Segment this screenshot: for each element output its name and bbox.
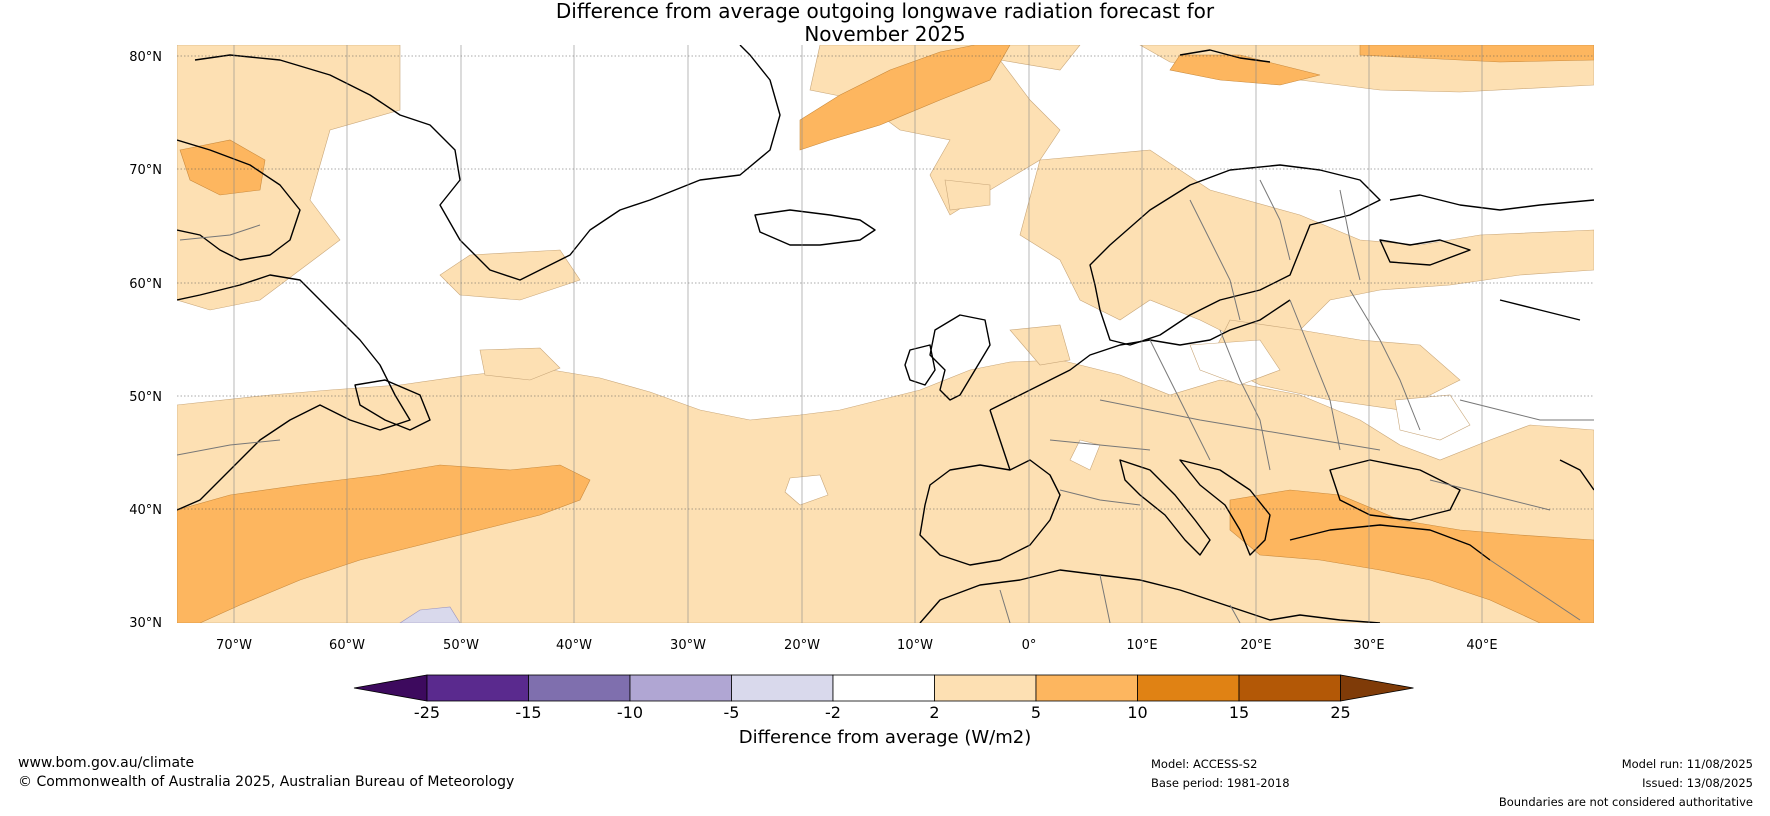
lon-label: 10°E xyxy=(1126,638,1157,653)
lat-label: 40°N xyxy=(129,503,162,518)
balkans-coast xyxy=(1179,459,1271,556)
colorbar-segment xyxy=(832,674,935,702)
colorbar-tick-label: 10 xyxy=(1127,703,1147,722)
colorbar-over-triangle xyxy=(1340,674,1414,702)
colorbar-under-triangle xyxy=(353,674,428,702)
ireland xyxy=(904,344,936,386)
website-text: www.bom.gov.au/climate xyxy=(18,755,195,771)
disclaimer-text: Boundaries are not considered authoritat… xyxy=(1498,795,1753,809)
colorbar-tick-label: 25 xyxy=(1330,703,1350,722)
anomaly-shading-negative xyxy=(399,606,461,623)
colorbar-segment xyxy=(1035,674,1138,702)
title-line-1: Difference from average outgoing longwav… xyxy=(555,0,1215,23)
lat-label: 60°N xyxy=(129,277,162,292)
iberia-coast xyxy=(919,459,1061,566)
north-africa-coast xyxy=(919,569,1381,623)
colorbar-tick-label: -2 xyxy=(825,703,841,722)
colorbar-segment xyxy=(426,674,529,702)
colorbar-tick-label: -15 xyxy=(515,703,541,722)
lat-label: 80°N xyxy=(129,50,162,65)
lon-label: 10°W xyxy=(897,638,933,653)
gridlines xyxy=(177,55,1594,510)
novaya-coast xyxy=(1499,299,1581,321)
scandinavia-coast xyxy=(1089,164,1381,346)
colorbar-segment xyxy=(1238,674,1341,702)
anomaly-shading-5-10 xyxy=(177,45,1594,623)
italy-coast xyxy=(1119,459,1211,556)
base-period-text: Base period: 1981-2018 xyxy=(1151,776,1290,790)
labrador-coast xyxy=(177,274,411,511)
lon-label: 30°E xyxy=(1353,638,1384,653)
colorbar-tick-label: -10 xyxy=(617,703,643,722)
europe-mainland-coast xyxy=(989,299,1291,411)
lat-label: 50°N xyxy=(129,390,162,405)
country-borders xyxy=(177,179,1594,623)
colorbar-segment xyxy=(934,674,1037,702)
colorbar-tick-label: 15 xyxy=(1229,703,1249,722)
colorbar-tick-label: 5 xyxy=(1031,703,1041,722)
colorbar-segment xyxy=(1137,674,1240,702)
colorbar-tick-label: 2 xyxy=(929,703,939,722)
russia-north-coast xyxy=(1389,194,1594,211)
lat-label: 70°N xyxy=(129,163,162,178)
lon-label: 20°E xyxy=(1240,638,1271,653)
colorbar-segment xyxy=(731,674,834,702)
greenland-coast xyxy=(194,45,781,281)
colorbar-tick-label: -25 xyxy=(414,703,440,722)
colorbar: -25 -15 -10 -5 -2 2 5 10 15 25 xyxy=(353,674,1414,722)
copyright-text: © Commonwealth of Australia 2025, Austra… xyxy=(18,774,515,790)
lat-label: 30°N xyxy=(129,616,162,631)
colorbar-segment xyxy=(629,674,732,702)
chart-title: Difference from average outgoing longwav… xyxy=(0,0,1770,46)
kola-coast xyxy=(1379,239,1471,266)
lon-label: 70°W xyxy=(216,638,252,653)
iceland-coast xyxy=(754,209,876,246)
colorbar-label: Difference from average (W/m2) xyxy=(738,727,1032,748)
model-run-text: Model run: 11/08/2025 xyxy=(1621,757,1753,771)
longitude-labels: 70°W 60°W 50°W 40°W 30°W 20°W 10°W 0° 10… xyxy=(216,638,1498,653)
lon-label: 30°W xyxy=(670,638,706,653)
map-panel xyxy=(177,45,1594,623)
newfoundland-coast xyxy=(354,379,431,431)
black-sea-coast xyxy=(1329,459,1461,521)
meridians xyxy=(233,45,1483,623)
colorbar-segment xyxy=(528,674,631,702)
lon-label: 0° xyxy=(1022,638,1037,653)
france-coast xyxy=(989,409,1011,471)
lon-label: 50°W xyxy=(443,638,479,653)
british-isles xyxy=(929,314,991,401)
svalbard-coast xyxy=(1179,49,1271,63)
lon-label: 60°W xyxy=(329,638,365,653)
caspian-coast xyxy=(1559,459,1594,491)
model-text: Model: ACCESS-S2 xyxy=(1151,757,1258,771)
anomaly-shading-2-5 xyxy=(177,45,1594,623)
lon-label: 20°W xyxy=(784,638,820,653)
canada-arctic-coast xyxy=(177,139,301,261)
turkey-coast xyxy=(1289,524,1491,561)
lon-label: 40°W xyxy=(556,638,592,653)
lon-label: 40°E xyxy=(1466,638,1497,653)
coastlines xyxy=(177,45,1594,623)
anomaly-shading-near-zero xyxy=(784,339,1471,506)
latitude-labels: 80°N 70°N 60°N 50°N 40°N 30°N xyxy=(129,50,162,631)
title-line-2: November 2025 xyxy=(804,22,966,46)
colorbar-tick-label: -5 xyxy=(724,703,740,722)
issued-text: Issued: 13/08/2025 xyxy=(1642,776,1753,790)
